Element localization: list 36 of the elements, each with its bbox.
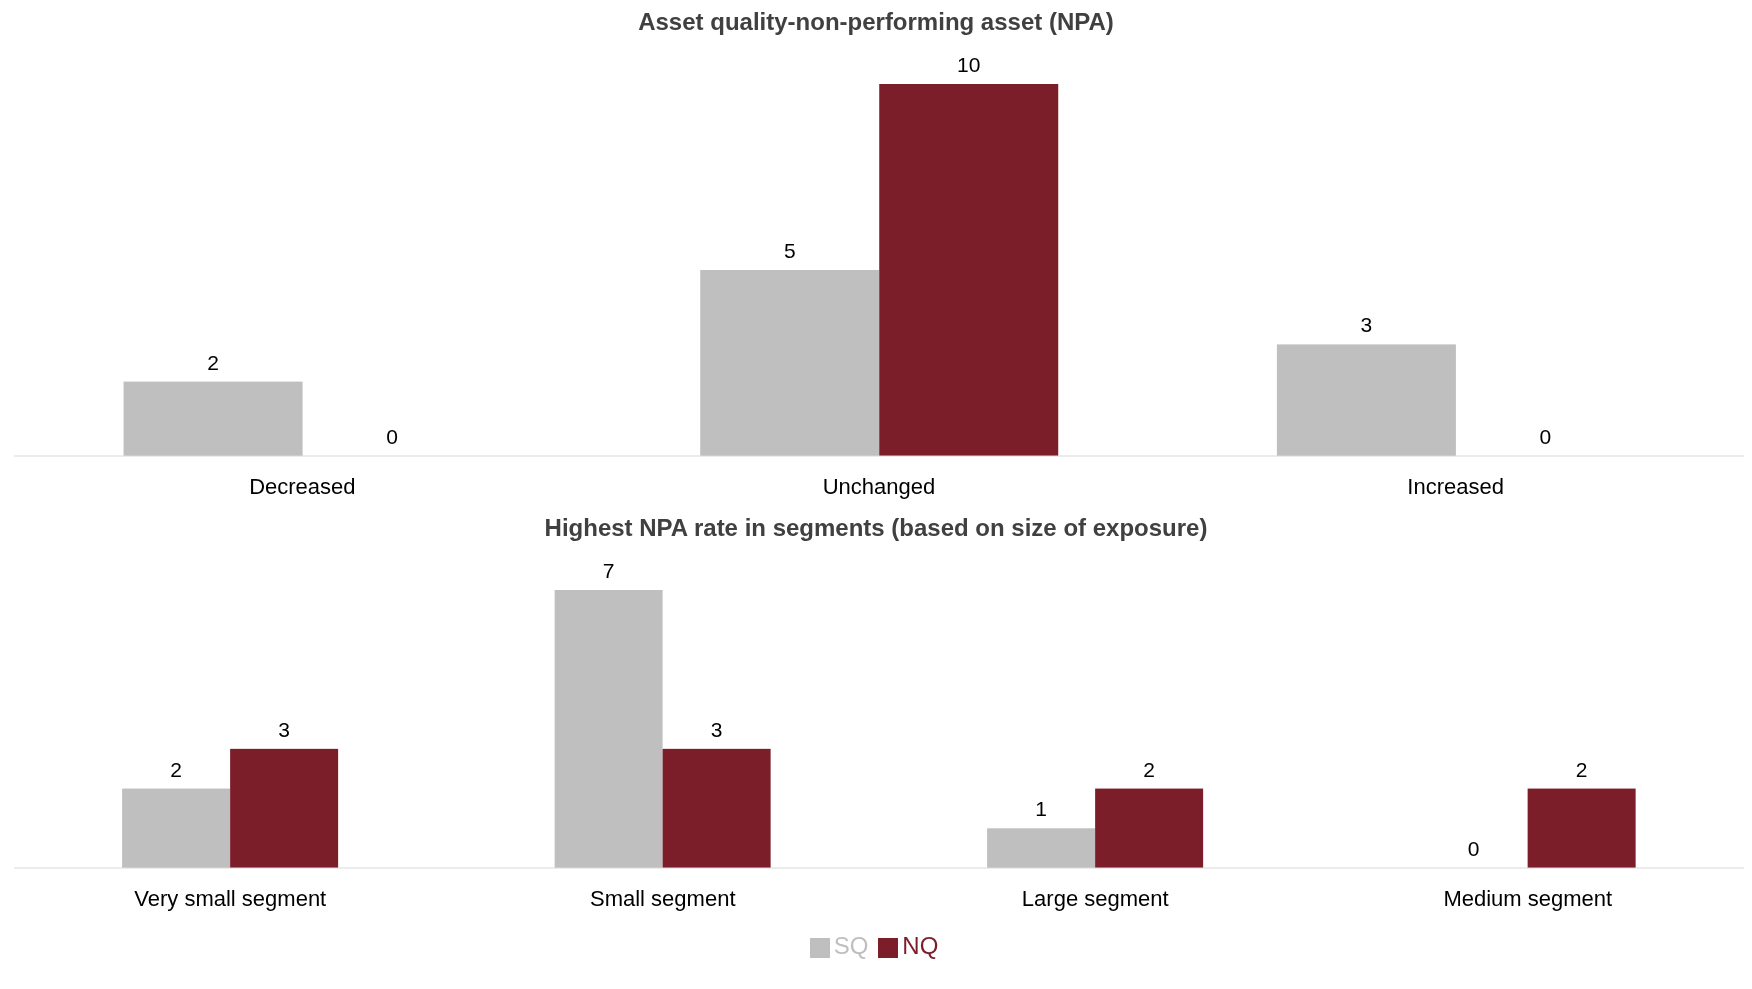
bar <box>230 748 339 868</box>
data-label: 3 <box>278 717 290 741</box>
legend-label: NQ <box>902 932 939 959</box>
x-tick-label: Small segment <box>589 885 736 911</box>
bar <box>1527 788 1636 868</box>
data-label: 3 <box>1360 313 1373 337</box>
bar <box>700 270 880 456</box>
data-label: 2 <box>1575 757 1588 781</box>
bar <box>662 748 771 868</box>
bar <box>1095 788 1204 868</box>
x-tick-label: Very small segment <box>134 885 327 911</box>
data-label: 0 <box>1539 425 1552 448</box>
bar <box>879 84 1059 456</box>
bar <box>554 590 663 868</box>
data-label: 1 <box>1035 797 1047 821</box>
chart-title: Highest NPA rate in segments (based on size of exposure) <box>543 514 1209 543</box>
data-label: 3 <box>710 717 723 741</box>
bar <box>1276 344 1456 456</box>
data-label: 10 <box>957 53 981 76</box>
data-label: 7 <box>602 559 615 582</box>
x-tick-label: Decreased <box>249 473 356 499</box>
data-label: 2 <box>1143 757 1155 781</box>
data-label: 2 <box>170 757 182 781</box>
bar <box>122 788 231 868</box>
chart-title: Asset quality-non-performing asset (NPA) <box>637 8 1115 37</box>
x-tick-label: Medium segment <box>1443 885 1613 911</box>
data-label: 5 <box>783 239 796 262</box>
x-tick-label: Unchanged <box>822 473 936 499</box>
bar <box>987 828 1096 868</box>
data-label: 2 <box>207 350 219 374</box>
data-label: 0 <box>1467 837 1480 860</box>
data-label: 0 <box>386 425 398 448</box>
bar <box>123 381 303 456</box>
legend-label: SQ <box>833 932 869 959</box>
x-tick-label: Large segment <box>1021 885 1169 911</box>
x-tick-label: Increased <box>1407 473 1504 499</box>
